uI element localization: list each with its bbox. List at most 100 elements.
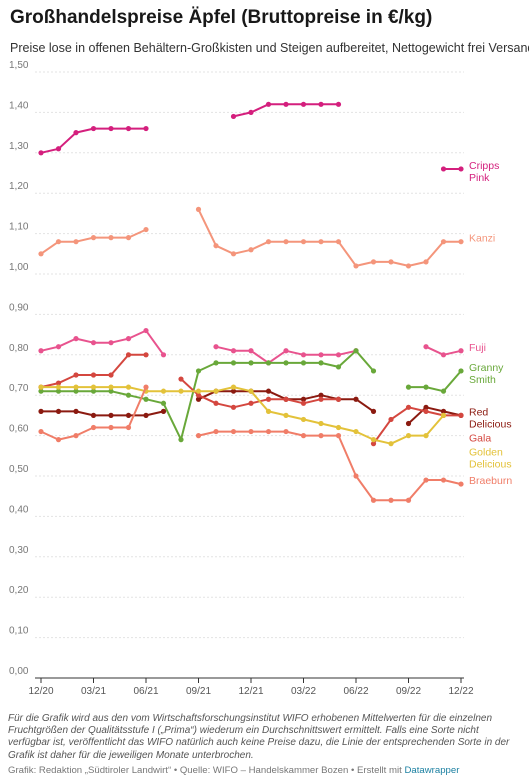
- data-point-granny-smith: [265, 360, 272, 366]
- data-point-red-delicious: [405, 420, 412, 427]
- data-point-golden-delicious: [195, 388, 202, 394]
- data-point-fuji: [335, 352, 342, 358]
- data-point-braeburn: [440, 477, 447, 483]
- x-tick-label: 03/21: [81, 686, 106, 697]
- data-point-granny-smith: [440, 388, 447, 394]
- data-point-braeburn: [195, 433, 202, 439]
- series-cripps-pink: [38, 101, 464, 172]
- y-tick-label: 1,10: [9, 222, 29, 233]
- data-point-cripps-pink: [458, 166, 464, 172]
- series-label-granny-smith: Smith: [469, 374, 496, 386]
- data-point-kanzi: [318, 239, 324, 245]
- data-point-kanzi: [55, 239, 62, 245]
- data-point-kanzi: [335, 239, 342, 245]
- x-tick-label: 03/22: [291, 686, 316, 697]
- data-point-red-delicious: [108, 412, 114, 418]
- data-point-braeburn: [108, 424, 114, 431]
- data-point-granny-smith: [195, 368, 202, 374]
- x-tick-label: 06/22: [343, 686, 368, 697]
- data-point-kanzi: [248, 247, 254, 253]
- y-tick-label: 0,90: [9, 302, 29, 313]
- data-point-red-delicious: [370, 408, 377, 414]
- data-point-braeburn: [388, 497, 394, 503]
- data-point-braeburn: [90, 424, 97, 431]
- y-tick-label: 0,00: [9, 666, 29, 677]
- data-point-granny-smith: [423, 384, 429, 390]
- y-tick-label: 1,40: [9, 100, 29, 111]
- series-label-cripps-pink: Pink: [469, 172, 490, 184]
- data-point-cripps-pink: [38, 150, 44, 156]
- chart-subtitle: Preise lose in offenen Behältern-Großkis…: [10, 41, 529, 55]
- data-point-red-delicious: [195, 396, 202, 402]
- data-point-cripps-pink: [125, 125, 132, 132]
- data-point-gala: [55, 380, 62, 386]
- data-point-kanzi: [370, 259, 377, 265]
- data-point-gala: [178, 376, 184, 382]
- data-point-kanzi: [423, 259, 429, 265]
- data-point-golden-delicious: [213, 388, 219, 394]
- data-point-kanzi: [230, 251, 237, 257]
- data-point-kanzi: [283, 239, 289, 245]
- data-point-red-delicious: [160, 408, 167, 414]
- data-point-braeburn: [370, 497, 377, 503]
- data-point-cripps-pink: [55, 146, 62, 152]
- data-point-golden-delicious: [108, 384, 114, 390]
- series-golden-delicious: [38, 384, 447, 447]
- data-point-fuji: [213, 344, 219, 350]
- y-tick-label: 1,20: [9, 181, 29, 192]
- data-point-gala: [195, 392, 202, 398]
- data-point-granny-smith: [353, 348, 359, 354]
- data-point-braeburn: [300, 433, 307, 439]
- data-point-granny-smith: [458, 368, 464, 374]
- data-point-gala: [388, 416, 394, 423]
- data-point-red-delicious: [55, 408, 62, 414]
- data-point-golden-delicious: [335, 424, 342, 431]
- datawrapper-link[interactable]: Datawrapper: [404, 765, 460, 776]
- data-point-red-delicious: [125, 412, 132, 418]
- data-point-granny-smith: [108, 388, 114, 394]
- grid-lines: [35, 71, 464, 679]
- data-point-golden-delicious: [440, 412, 447, 418]
- series-line-red-delicious: [407, 406, 462, 425]
- data-point-granny-smith: [143, 396, 149, 402]
- x-tick-label: 06/21: [133, 686, 158, 697]
- series-line-golden-delicious: [40, 386, 445, 445]
- series-label-fuji: Fuji: [469, 342, 486, 354]
- data-point-gala: [213, 400, 219, 406]
- data-point-kanzi: [143, 226, 149, 233]
- series-label-golden-delicious: Golden: [469, 446, 503, 458]
- data-point-kanzi: [125, 235, 132, 241]
- chart-title: Großhandelspreise Äpfel (Bruttopreise in…: [10, 7, 433, 28]
- data-point-cripps-pink: [300, 101, 307, 107]
- data-point-golden-delicious: [265, 408, 272, 414]
- data-point-granny-smith: [73, 388, 79, 394]
- data-point-red-delicious: [300, 396, 307, 402]
- series-line-braeburn: [197, 430, 462, 502]
- data-point-granny-smith: [283, 360, 289, 366]
- data-point-golden-delicious: [318, 420, 324, 427]
- data-point-gala: [318, 396, 324, 402]
- data-point-golden-delicious: [423, 433, 429, 439]
- data-point-kanzi: [108, 235, 114, 241]
- data-point-golden-delicious: [38, 384, 44, 390]
- data-point-gala: [458, 412, 464, 418]
- series-braeburn: [38, 384, 464, 503]
- data-point-gala: [90, 372, 97, 378]
- data-point-cripps-pink: [73, 130, 79, 136]
- data-point-golden-delicious: [178, 388, 184, 394]
- data-point-granny-smith: [335, 364, 342, 370]
- data-point-red-delicious: [73, 408, 79, 414]
- x-axis-ticks: 12/20 03/21 06/21 09/21 12/21 03/22 06/22 09/22…: [28, 678, 474, 697]
- data-point-red-delicious: [265, 388, 272, 394]
- data-point-kanzi: [300, 239, 307, 245]
- data-point-red-delicious: [230, 388, 237, 394]
- data-point-gala: [248, 400, 254, 406]
- series-lines: [38, 101, 464, 503]
- data-point-golden-delicious: [90, 384, 97, 390]
- data-point-gala: [125, 352, 132, 358]
- y-tick-label: 1,00: [9, 262, 29, 273]
- data-point-gala: [230, 404, 237, 410]
- data-point-fuji: [440, 352, 447, 358]
- chart-notes: Für die Grafik wird aus den vom Wirtscha…: [8, 713, 510, 761]
- data-point-granny-smith: [160, 400, 167, 406]
